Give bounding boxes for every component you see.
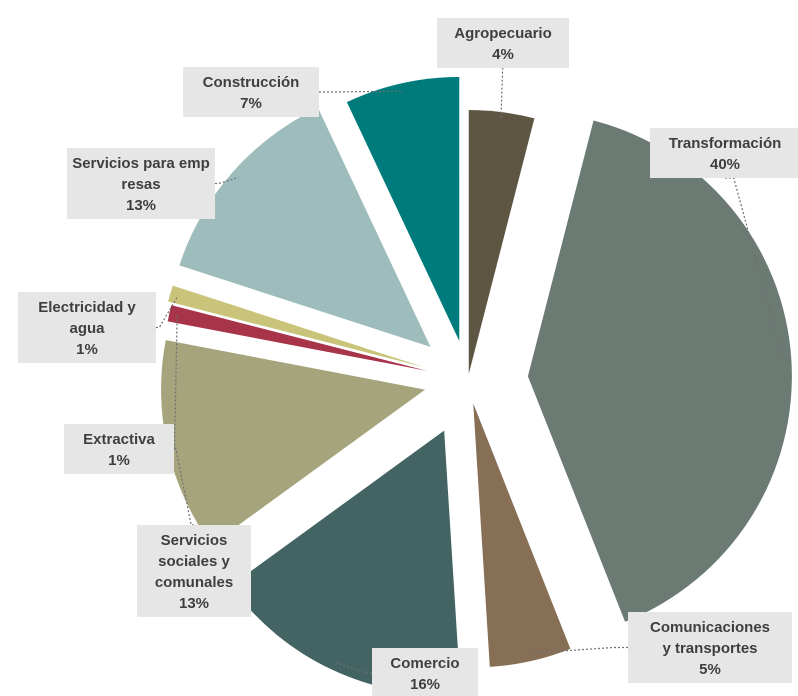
slice-name-label-3: Comunicaciones [650,619,770,636]
slice-label-box-4 [372,648,478,696]
slice-name-label-8: Servicios para emp [72,155,210,172]
slice-label-box-8 [67,148,215,219]
leader-line-4 [334,661,372,674]
pie-slice-4 [230,430,461,695]
slice-name-label-5: comunales [155,574,233,591]
slice-label-box-7 [18,292,156,363]
slice-labels: Agropecuario 4% Transformación 40% Comunicac… [18,18,798,696]
slice-label-box-5 [137,525,251,617]
slice-name-label-7: agua [69,320,105,337]
pie-slice-9 [346,76,460,341]
leader-line-7 [156,295,179,329]
slice-label-box-6 [64,424,174,474]
leader-line-9 [319,90,404,93]
slice-value-label-2: 40% [710,156,740,173]
slice-value-label-6: 1% [108,452,130,469]
slice-name-label-1: Agropecuario [454,25,552,42]
leader-line-6 [173,314,178,450]
slice-label-box-1 [437,18,569,68]
slice-value-label-7: 1% [76,341,98,358]
pie-slice-6 [167,305,428,371]
pie-slice-2 [527,120,792,622]
leader-line-8 [215,177,239,185]
slice-name-label-4: Comercio [390,655,459,672]
slice-name-label-9: Construcción [203,74,300,91]
pie-slices [161,76,792,695]
slice-name-label-7: Electricidad y [38,299,136,316]
slice-name-label-6: Extractiva [83,431,155,448]
slice-value-label-1: 4% [492,46,514,63]
pie-slice-7 [168,285,424,368]
slice-label-box-9 [183,67,319,117]
slice-name-label-5: sociales y [158,553,230,570]
slice-name-label-2: Transformación [669,135,782,152]
slice-label-box-3 [628,612,792,683]
slice-value-label-5: 13% [179,595,209,612]
pie-slice-8 [179,108,431,347]
slice-value-label-9: 7% [240,95,262,112]
leader-line-3 [529,646,628,654]
slice-name-label-5: Servicios [161,532,228,549]
slice-label-box-2 [650,128,798,178]
slice-value-label-3: 5% [699,661,721,678]
slice-name-label-3: y transportes [662,640,757,657]
pie-slice-5 [161,340,426,545]
pie-slice-1 [468,110,535,375]
slice-name-label-8: resas [121,176,160,193]
slice-value-label-8: 13% [126,197,156,214]
pie-slice-3 [473,403,571,667]
slice-value-label-4: 16% [410,676,440,693]
